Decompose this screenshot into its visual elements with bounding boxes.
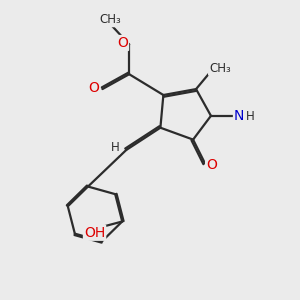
Text: H: H [246,110,254,123]
Text: O: O [89,81,100,94]
Text: OH: OH [84,226,105,240]
Text: H: H [111,140,119,154]
Text: O: O [206,158,217,172]
Text: O: O [117,36,128,50]
Text: CH₃: CH₃ [99,13,121,26]
Text: CH₃: CH₃ [209,62,231,75]
Text: N: N [234,109,244,123]
